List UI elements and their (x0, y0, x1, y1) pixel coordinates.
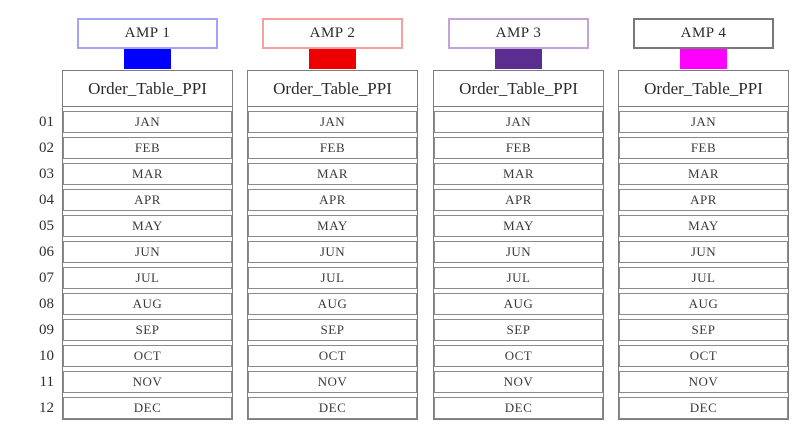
month-cell: OCT (619, 345, 788, 367)
month-cell: MAR (248, 163, 417, 185)
month-cell: FEB (63, 137, 232, 159)
month-cell: NOV (434, 371, 603, 393)
row-number: 11 (39, 374, 54, 390)
amp-label: AMP 4 (680, 25, 727, 41)
month-cell: APR (619, 189, 788, 211)
month-cell: DEC (63, 397, 232, 419)
month-cell: DEC (619, 397, 788, 419)
month-cell: JAN (619, 111, 788, 133)
table-header-cell: Order_Table_PPI (619, 71, 788, 107)
amp-connector-bar (124, 48, 171, 69)
table-header-cell: Order_Table_PPI (434, 71, 603, 107)
row-number: 10 (39, 348, 54, 364)
amp-connector-bar (680, 48, 727, 69)
month-cell: JAN (63, 111, 232, 133)
amp-connector-bar (309, 48, 356, 69)
month-cell: JUN (248, 241, 417, 263)
table-header-cell: Order_Table_PPI (63, 71, 232, 107)
amp-header-box: AMP 3 (448, 18, 589, 49)
month-cell: MAY (619, 215, 788, 237)
order-table: Order_Table_PPI JAN FEB MAR APR MAY JUN … (433, 70, 604, 420)
amp-label: AMP 1 (124, 25, 171, 41)
row-number: 12 (39, 400, 54, 416)
month-cell: AUG (248, 293, 417, 315)
month-cell: AUG (434, 293, 603, 315)
month-cell: MAY (63, 215, 232, 237)
month-cell: FEB (619, 137, 788, 159)
amp-label: AMP 3 (495, 25, 542, 41)
amp-label: AMP 2 (309, 25, 356, 41)
table-header-cell: Order_Table_PPI (248, 71, 417, 107)
month-cell: JUN (619, 241, 788, 263)
month-cell: JUN (63, 241, 232, 263)
month-cell: JAN (434, 111, 603, 133)
amp-header-box: AMP 1 (77, 18, 218, 49)
month-cell: APR (63, 189, 232, 211)
month-cell: JUL (248, 267, 417, 289)
month-cell: APR (248, 189, 417, 211)
month-cell: SEP (63, 319, 232, 341)
month-cell: JUN (434, 241, 603, 263)
month-cell: FEB (434, 137, 603, 159)
month-cell: SEP (619, 319, 788, 341)
row-number: 08 (39, 296, 54, 312)
month-cell: DEC (248, 397, 417, 419)
month-cell: JAN (248, 111, 417, 133)
month-cell: MAY (248, 215, 417, 237)
month-cell: AUG (619, 293, 788, 315)
amp-header-box: AMP 2 (262, 18, 403, 49)
month-cell: FEB (248, 137, 417, 159)
order-table: Order_Table_PPI JAN FEB MAR APR MAY JUN … (247, 70, 418, 420)
month-cell: MAR (63, 163, 232, 185)
row-number-gutter: 01 02 03 04 05 06 07 08 09 10 11 12 (26, 111, 54, 423)
month-cell: MAR (619, 163, 788, 185)
row-number: 05 (39, 218, 54, 234)
month-cell: SEP (434, 319, 603, 341)
amp-header-box: AMP 4 (633, 18, 774, 49)
month-cell: NOV (619, 371, 788, 393)
month-cell: OCT (248, 345, 417, 367)
month-cell: JUL (434, 267, 603, 289)
row-number: 03 (39, 166, 54, 182)
month-cell: OCT (63, 345, 232, 367)
row-number: 04 (39, 192, 54, 208)
row-number: 07 (39, 270, 54, 286)
month-cell: SEP (248, 319, 417, 341)
amp-connector-bar (495, 48, 542, 69)
month-cell: MAY (434, 215, 603, 237)
row-number: 02 (39, 140, 54, 156)
month-cell: AUG (63, 293, 232, 315)
month-cell: DEC (434, 397, 603, 419)
month-cell: JUL (63, 267, 232, 289)
row-number: 06 (39, 244, 54, 260)
month-cell: JUL (619, 267, 788, 289)
month-cell: NOV (63, 371, 232, 393)
month-cell: OCT (434, 345, 603, 367)
month-cell: NOV (248, 371, 417, 393)
month-cell: MAR (434, 163, 603, 185)
row-number: 09 (39, 322, 54, 338)
row-number: 01 (39, 114, 54, 130)
month-cell: APR (434, 189, 603, 211)
order-table: Order_Table_PPI JAN FEB MAR APR MAY JUN … (618, 70, 789, 420)
order-table: Order_Table_PPI JAN FEB MAR APR MAY JUN … (62, 70, 233, 420)
